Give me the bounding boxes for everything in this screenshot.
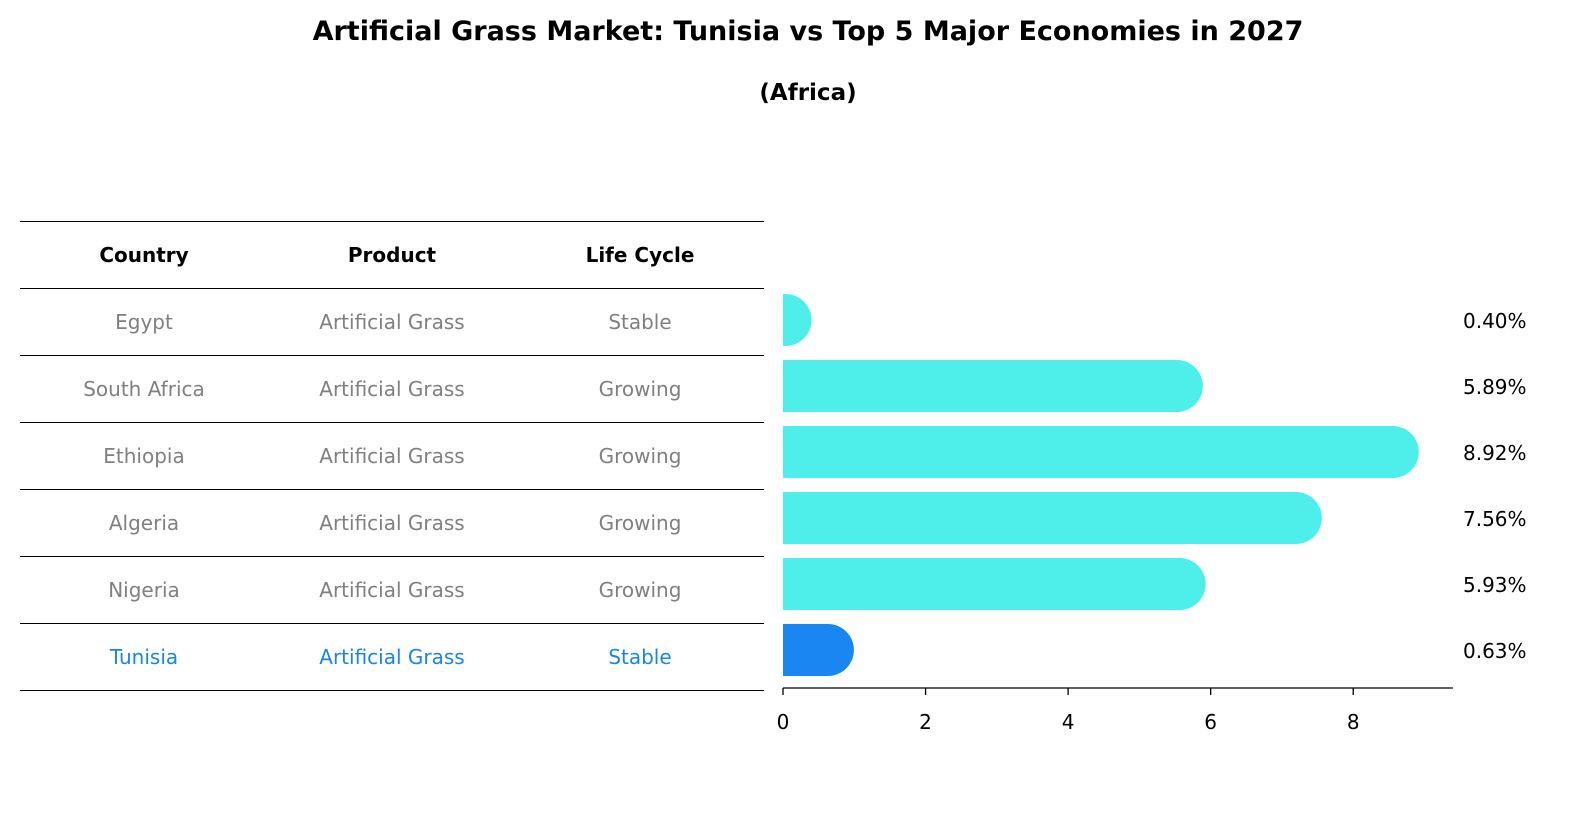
table-row-highlighted: Tunisia Artificial Grass Stable: [20, 623, 764, 691]
bar-value-label: 0.63%: [1463, 639, 1527, 663]
cell-product: Artificial Grass: [319, 444, 465, 468]
cell-life-cycle: Growing: [598, 444, 682, 468]
cell-product: Artificial Grass: [319, 377, 465, 401]
cell-country: Nigeria: [108, 578, 180, 602]
bar-value-label: 5.89%: [1463, 375, 1527, 399]
bar-value-label: 0.40%: [1463, 309, 1527, 333]
cell-country: Algeria: [108, 511, 180, 535]
cell-life-cycle: Stable: [608, 310, 672, 334]
header-country: Country: [99, 243, 189, 267]
x-tick-label: 2: [919, 710, 932, 734]
header-life-cycle: Life Cycle: [585, 243, 695, 267]
bar-value-label: 7.56%: [1463, 507, 1527, 531]
chart-subtitle: (Africa): [759, 80, 857, 106]
data-table: Country Product Life Cycle Egypt Artific…: [20, 221, 764, 691]
bar-egypt: [783, 294, 812, 346]
cell-product: Artificial Grass: [319, 511, 465, 535]
table-row: Nigeria Artificial Grass Growing: [20, 556, 764, 623]
cell-product: Artificial Grass: [319, 310, 465, 334]
cell-life-cycle: Stable: [608, 645, 672, 669]
header-product: Product: [347, 243, 437, 267]
cell-country: Egypt: [115, 310, 173, 334]
x-tick-label: 6: [1204, 710, 1217, 734]
x-tick-label: 4: [1062, 710, 1075, 734]
cell-product: Artificial Grass: [319, 578, 465, 602]
bar-ethiopia: [783, 426, 1419, 478]
cell-life-cycle: Growing: [598, 511, 682, 535]
x-tick-label: 8: [1347, 710, 1360, 734]
table-row: Algeria Artificial Grass Growing: [20, 489, 764, 556]
x-tick-label: 0: [777, 710, 790, 734]
table-row: Ethiopia Artificial Grass Growing: [20, 422, 764, 489]
chart-title: Artificial Grass Market: Tunisia vs Top …: [312, 16, 1304, 47]
bar-value-label: 5.93%: [1463, 573, 1527, 597]
bar-value-label: 8.92%: [1463, 441, 1527, 465]
table-row: South Africa Artificial Grass Growing: [20, 355, 764, 422]
cell-country: Tunisia: [109, 645, 179, 669]
bar-algeria: [783, 492, 1322, 544]
cell-life-cycle: Growing: [598, 377, 682, 401]
cell-life-cycle: Growing: [598, 578, 682, 602]
table-header-row: Country Product Life Cycle: [20, 221, 764, 288]
bar-tunisia: [783, 624, 854, 676]
cell-country: Ethiopia: [103, 444, 185, 468]
cell-product: Artificial Grass: [319, 645, 465, 669]
bar-nigeria: [783, 558, 1206, 610]
cell-country: South Africa: [83, 377, 205, 401]
table-row: Egypt Artificial Grass Stable: [20, 288, 764, 355]
bar-south-africa: [783, 360, 1203, 412]
